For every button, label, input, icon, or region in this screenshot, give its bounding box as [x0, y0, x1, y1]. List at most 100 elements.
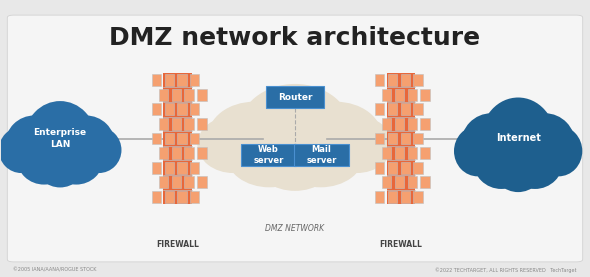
Ellipse shape [473, 132, 530, 189]
Bar [159, 147, 168, 159]
Bar [375, 133, 384, 144]
Bar [190, 74, 199, 86]
Ellipse shape [17, 133, 71, 184]
Bar [395, 176, 404, 188]
Ellipse shape [256, 134, 334, 191]
Bar [421, 176, 430, 188]
Bar [388, 74, 397, 86]
Bar [382, 176, 391, 188]
Ellipse shape [25, 101, 96, 176]
Ellipse shape [5, 116, 63, 173]
Text: FIREWALL: FIREWALL [379, 240, 422, 249]
Ellipse shape [226, 123, 313, 187]
Ellipse shape [321, 116, 392, 173]
Bar [152, 133, 161, 144]
Bar [395, 147, 404, 159]
Bar [414, 162, 422, 174]
Bar [185, 147, 194, 159]
FancyBboxPatch shape [294, 144, 349, 166]
Bar [401, 191, 410, 203]
Bar [408, 89, 417, 101]
Ellipse shape [57, 116, 115, 173]
Text: Web
server: Web server [253, 145, 284, 165]
Bar [165, 74, 174, 86]
Bar [197, 176, 206, 188]
Ellipse shape [277, 123, 364, 187]
Bar [190, 162, 199, 174]
Bar [178, 74, 186, 86]
Text: ©2022 TECHTARGET, ALL RIGHTS RESERVED   TechTarget: ©2022 TECHTARGET, ALL RIGHTS RESERVED Te… [435, 267, 577, 273]
Ellipse shape [461, 113, 522, 176]
Ellipse shape [535, 126, 582, 176]
Ellipse shape [514, 113, 576, 176]
Bar [375, 162, 384, 174]
Ellipse shape [290, 102, 382, 173]
Bar [152, 103, 161, 115]
Text: Mail
server: Mail server [306, 145, 337, 165]
Bar [165, 162, 174, 174]
Ellipse shape [454, 126, 502, 176]
Bar [375, 191, 384, 203]
Bar [401, 103, 410, 115]
Ellipse shape [49, 133, 103, 184]
Bar [159, 89, 168, 101]
Bar [163, 73, 192, 204]
Bar [408, 147, 417, 159]
Bar [165, 103, 174, 115]
Bar [152, 191, 161, 203]
FancyBboxPatch shape [7, 15, 583, 262]
Ellipse shape [0, 127, 44, 173]
Ellipse shape [76, 127, 122, 173]
Bar [190, 133, 199, 144]
Bar [408, 176, 417, 188]
Bar [197, 118, 206, 130]
Ellipse shape [208, 102, 300, 173]
Bar [395, 118, 404, 130]
Bar [375, 103, 384, 115]
Text: Router: Router [278, 93, 312, 102]
Bar [159, 176, 168, 188]
Text: Enterprise
LAN: Enterprise LAN [34, 129, 87, 148]
Ellipse shape [493, 142, 544, 192]
Ellipse shape [198, 116, 269, 173]
Ellipse shape [238, 84, 352, 177]
Bar [414, 133, 422, 144]
Text: Internet: Internet [496, 134, 540, 143]
Text: DMZ NETWORK: DMZ NETWORK [266, 224, 324, 232]
Bar [165, 191, 174, 203]
Bar [401, 133, 410, 144]
Bar [190, 191, 199, 203]
Bar [165, 133, 174, 144]
Bar [172, 89, 181, 101]
Text: FIREWALL: FIREWALL [156, 240, 199, 249]
Bar [414, 74, 422, 86]
Bar [172, 118, 181, 130]
Text: ©2005 IANA/AANA/ROGUE STOCK: ©2005 IANA/AANA/ROGUE STOCK [13, 268, 97, 273]
Bar [421, 89, 430, 101]
Bar [197, 89, 206, 101]
Ellipse shape [35, 141, 84, 188]
Bar [185, 118, 194, 130]
Bar [414, 191, 422, 203]
Bar [388, 191, 397, 203]
Bar [401, 74, 410, 86]
Bar [395, 89, 404, 101]
Bar [178, 191, 186, 203]
Bar [388, 133, 397, 144]
Bar [152, 74, 161, 86]
Bar [172, 176, 181, 188]
Bar [172, 147, 181, 159]
Bar [382, 89, 391, 101]
Bar [190, 103, 199, 115]
Text: DMZ network architecture: DMZ network architecture [109, 26, 481, 50]
Bar [414, 103, 422, 115]
Bar [375, 74, 384, 86]
Bar [421, 118, 430, 130]
Ellipse shape [507, 132, 563, 189]
Bar [382, 147, 391, 159]
Bar [382, 118, 391, 130]
FancyBboxPatch shape [241, 144, 296, 166]
Bar [388, 103, 397, 115]
Bar [388, 162, 397, 174]
Bar [421, 147, 430, 159]
